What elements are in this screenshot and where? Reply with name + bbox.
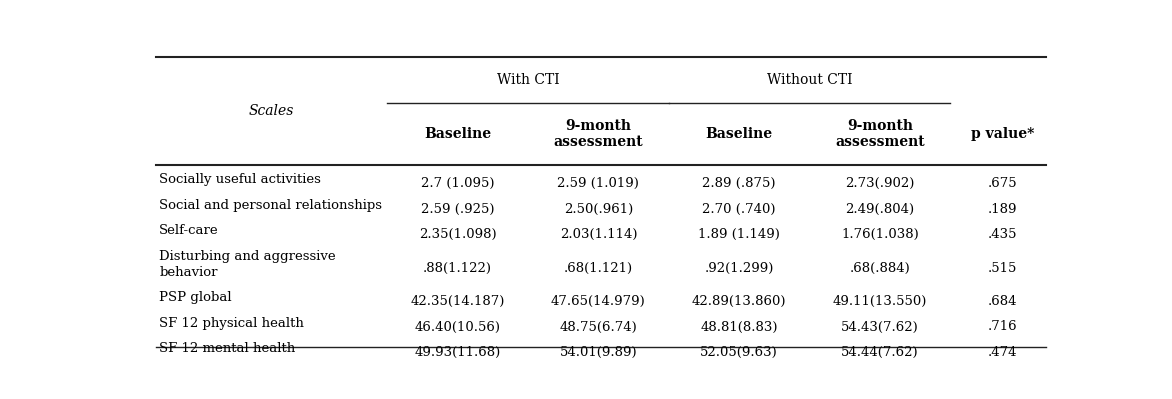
Text: PSP global: PSP global <box>159 291 232 304</box>
Text: With CTI: With CTI <box>497 73 559 87</box>
Text: 2.7 (1.095): 2.7 (1.095) <box>421 177 495 190</box>
Text: .88(1.122): .88(1.122) <box>423 261 492 275</box>
Text: .92(1.299): .92(1.299) <box>704 261 774 275</box>
Text: .68(.884): .68(.884) <box>850 261 911 275</box>
Text: 49.93(11.68): 49.93(11.68) <box>415 346 500 359</box>
Text: 42.89(13.860): 42.89(13.860) <box>691 295 786 308</box>
Text: 2.59 (.925): 2.59 (.925) <box>421 203 495 215</box>
Text: 2.03(1.114): 2.03(1.114) <box>559 228 638 241</box>
Text: .189: .189 <box>988 203 1017 215</box>
Text: .675: .675 <box>988 177 1017 190</box>
Text: 2.50(.961): 2.50(.961) <box>564 203 633 215</box>
Text: 2.35(1.098): 2.35(1.098) <box>418 228 497 241</box>
Text: SF 12 physical health: SF 12 physical health <box>159 317 304 330</box>
Text: Baseline: Baseline <box>706 127 772 141</box>
Text: 42.35(14.187): 42.35(14.187) <box>410 295 505 308</box>
Text: .435: .435 <box>988 228 1017 241</box>
Text: 54.44(7.62): 54.44(7.62) <box>841 346 919 359</box>
Text: 2.70 (.740): 2.70 (.740) <box>702 203 776 215</box>
Text: .684: .684 <box>988 295 1017 308</box>
Text: 52.05(9.63): 52.05(9.63) <box>701 346 778 359</box>
Text: .68(1.121): .68(1.121) <box>564 261 633 275</box>
Text: 1.89 (1.149): 1.89 (1.149) <box>699 228 781 241</box>
Text: .515: .515 <box>988 261 1017 275</box>
Text: .716: .716 <box>988 320 1017 334</box>
Text: Socially useful activities: Socially useful activities <box>159 173 321 186</box>
Text: .474: .474 <box>988 346 1017 359</box>
Text: 48.81(8.83): 48.81(8.83) <box>701 320 778 334</box>
Text: Scales: Scales <box>248 104 294 118</box>
Text: 2.49(.804): 2.49(.804) <box>845 203 914 215</box>
Text: 9-month
assessment: 9-month assessment <box>836 119 925 149</box>
Text: Disturbing and aggressive
behavior: Disturbing and aggressive behavior <box>159 250 336 279</box>
Text: Baseline: Baseline <box>424 127 491 141</box>
Text: 2.89 (.875): 2.89 (.875) <box>702 177 776 190</box>
Text: 9-month
assessment: 9-month assessment <box>553 119 643 149</box>
Text: Without CTI: Without CTI <box>766 73 852 87</box>
Text: 54.01(9.89): 54.01(9.89) <box>559 346 638 359</box>
Text: 46.40(10.56): 46.40(10.56) <box>415 320 500 334</box>
Text: 2.59 (1.019): 2.59 (1.019) <box>558 177 639 190</box>
Text: 1.76(1.038): 1.76(1.038) <box>841 228 919 241</box>
Text: p value*: p value* <box>970 127 1034 141</box>
Text: 2.73(.902): 2.73(.902) <box>845 177 914 190</box>
Text: 49.11(13.550): 49.11(13.550) <box>833 295 927 308</box>
Text: 47.65(14.979): 47.65(14.979) <box>551 295 646 308</box>
Text: 48.75(6.74): 48.75(6.74) <box>559 320 638 334</box>
Text: SF 12 mental health: SF 12 mental health <box>159 342 295 355</box>
Text: 54.43(7.62): 54.43(7.62) <box>841 320 919 334</box>
Text: Self-care: Self-care <box>159 224 219 237</box>
Text: Social and personal relationships: Social and personal relationships <box>159 199 382 212</box>
